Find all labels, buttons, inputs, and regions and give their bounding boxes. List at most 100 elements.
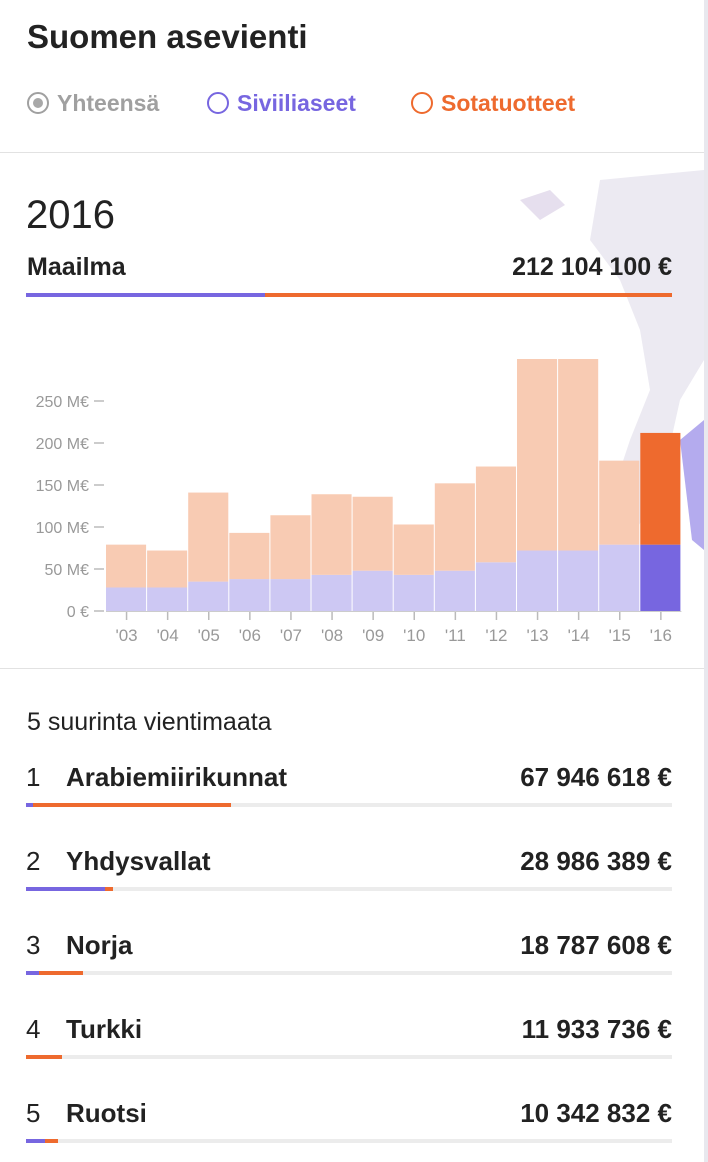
bar-military	[270, 515, 311, 580]
world-map-decoration	[520, 170, 704, 550]
radio-total-icon[interactable]	[27, 92, 49, 114]
country-share-civilian	[26, 1139, 45, 1143]
x-tick-label: '07	[280, 626, 302, 645]
country-share-military	[105, 887, 113, 891]
bar-military	[640, 432, 681, 545]
country-share-military	[45, 1139, 58, 1143]
header-divider	[0, 152, 704, 153]
radio-military-icon[interactable]	[411, 92, 433, 114]
country-row[interactable]: 2 Yhdysvallat 28 986 389 €	[26, 846, 672, 906]
bar-military	[352, 496, 393, 571]
bar-civilian	[558, 550, 599, 611]
x-tick-label: '09	[362, 626, 384, 645]
x-tick-label: '08	[321, 626, 343, 645]
bar-civilian	[599, 544, 640, 611]
bar-military	[393, 524, 434, 575]
region-total: 212 104 100 €	[512, 253, 672, 281]
bar-military	[475, 466, 516, 563]
legend-military[interactable]: Sotatuotteet	[411, 88, 575, 118]
bar-civilian	[311, 574, 352, 611]
legend-military-label: Sotatuotteet	[441, 89, 576, 116]
country-share-bar	[26, 971, 672, 975]
y-tick-label: 150 M€	[36, 478, 89, 495]
bar-civilian	[640, 544, 681, 611]
x-tick-label: '12	[485, 626, 507, 645]
right-edge-strip	[704, 0, 708, 1162]
y-tick-label: 250 M€	[36, 394, 89, 411]
radio-civilian-icon[interactable]	[207, 92, 229, 114]
bar-civilian	[270, 579, 311, 611]
y-tick-label: 100 M€	[36, 520, 89, 537]
country-value: 11 933 736 €	[521, 1014, 672, 1044]
country-share-bar	[26, 887, 672, 891]
page-title: Suomen asevienti	[27, 18, 308, 55]
country-name: Turkki	[66, 1014, 143, 1044]
bar-military	[147, 550, 188, 588]
bar-civilian	[188, 581, 229, 611]
y-tick-label: 200 M€	[36, 436, 89, 453]
chart-divider	[0, 668, 704, 669]
bar-military	[599, 460, 640, 545]
country-name: Yhdysvallat	[66, 846, 211, 876]
country-rank: 1	[26, 762, 41, 792]
country-share-military	[39, 971, 83, 975]
bar-military	[434, 483, 475, 571]
bar-civilian	[393, 574, 434, 611]
country-rank: 4	[26, 1014, 41, 1044]
country-value: 18 787 608 €	[520, 930, 672, 960]
country-share-bar	[26, 803, 672, 807]
bar-civilian	[434, 570, 475, 611]
x-tick-label: '11	[445, 626, 466, 645]
country-share-bar	[26, 1139, 672, 1143]
bar-military	[106, 544, 147, 588]
bar-military	[517, 359, 558, 551]
x-tick-label: '06	[239, 626, 261, 645]
yearly-exports-chart: 0 € 50 M€ 100 M€ 150 M€ 200 M€ 250 M€ '03 '04 '0…	[36, 359, 682, 645]
country-name: Norja	[66, 930, 133, 960]
bar-civilian	[229, 579, 270, 611]
country-share-military	[26, 1055, 62, 1059]
top-countries-title: 5 suurinta vientimaata	[27, 708, 272, 736]
x-tick-label: '15	[609, 626, 631, 645]
country-rank: 3	[26, 930, 41, 960]
region-share-civilian	[26, 293, 265, 297]
header: Suomen asevienti Yhteensä Siviiliaseet S…	[0, 0, 704, 152]
country-name: Arabiemiirikunnat	[66, 762, 288, 792]
y-tick-label: 0 €	[67, 604, 89, 621]
bar-civilian	[106, 587, 147, 611]
country-row[interactable]: 5 Ruotsi 10 342 832 €	[26, 1098, 672, 1158]
x-tick-label: '13	[526, 626, 548, 645]
region-share-military	[265, 293, 672, 297]
bar-civilian	[475, 562, 516, 611]
country-rank: 5	[26, 1098, 41, 1128]
x-tick-label: '10	[403, 626, 425, 645]
x-tick-label: '16	[650, 626, 672, 645]
bar-military	[311, 494, 352, 575]
country-row[interactable]: 4 Turkki 11 933 736 €	[26, 1014, 672, 1074]
selected-year: 2016	[26, 193, 115, 237]
x-tick-label: '05	[198, 626, 220, 645]
bar-military	[558, 359, 599, 551]
country-share-military	[33, 803, 231, 807]
bar-civilian	[517, 550, 558, 611]
country-value: 28 986 389 €	[520, 846, 672, 876]
bar-civilian	[352, 570, 393, 611]
legend-civilian[interactable]: Siviiliaseet	[207, 88, 356, 118]
country-name: Ruotsi	[66, 1098, 147, 1128]
country-share-bar	[26, 1055, 672, 1059]
country-row[interactable]: 1 Arabiemiirikunnat 67 946 618 €	[26, 762, 672, 822]
y-tick-label: 50 M€	[45, 562, 90, 579]
legend-total-label: Yhteensä	[57, 89, 160, 116]
country-row[interactable]: 3 Norja 18 787 608 €	[26, 930, 672, 990]
country-value: 67 946 618 €	[520, 762, 672, 792]
country-share-civilian	[26, 887, 105, 891]
bar-civilian	[147, 587, 188, 611]
country-share-civilian	[26, 971, 39, 975]
region-share-bar	[26, 293, 672, 297]
bar-military	[229, 532, 270, 580]
bar-military	[188, 492, 229, 582]
legend-civilian-label: Siviiliaseet	[237, 89, 356, 116]
country-rank: 2	[26, 846, 41, 876]
x-tick-label: '04	[157, 626, 179, 645]
legend-total[interactable]: Yhteensä	[27, 88, 159, 118]
